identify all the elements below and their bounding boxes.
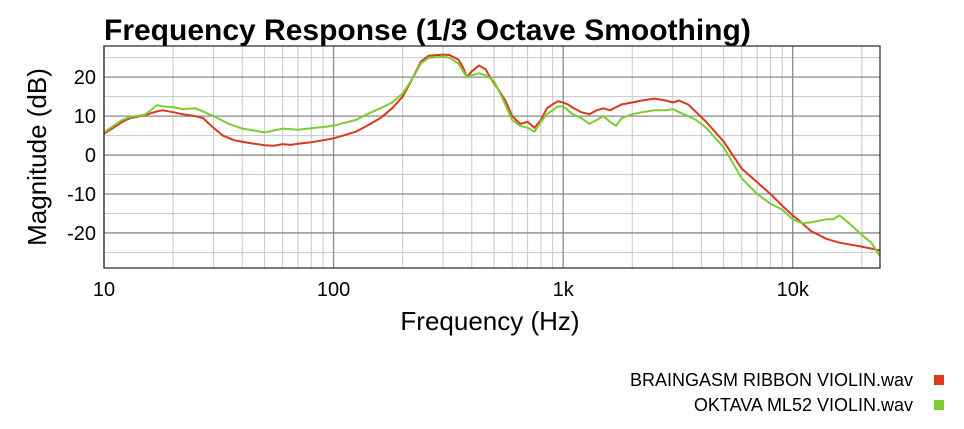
y-tick-label: -10: [67, 184, 96, 206]
series-layer: [103, 53, 881, 257]
y-tick-label: 20: [74, 67, 96, 89]
legend-swatch-2: [934, 400, 944, 410]
legend-swatch-1: [934, 375, 944, 385]
plot-frame: [103, 45, 881, 269]
series-line-2: [103, 55, 881, 257]
x-axis-label: Frequency (Hz): [400, 306, 579, 336]
x-tick-label: 10: [93, 279, 115, 301]
x-tick-label: 100: [317, 279, 350, 301]
y-tick-label: 10: [74, 106, 96, 128]
y-tick-label: 0: [85, 145, 96, 167]
x-tick-label: 10k: [777, 279, 810, 301]
chart-title: Frequency Response (1/3 Octave Smoothing…: [104, 14, 751, 47]
y-axis-label: Magnitude (dB): [22, 68, 52, 246]
legend-label-1: BRAINGASM RIBBON VIOLIN.wav: [630, 370, 913, 390]
legend-label-2: OKTAVA ML52 VIOLIN.wav: [694, 395, 913, 415]
y-tick-labels: 20 10 0 -10 -20: [67, 67, 96, 245]
x-tick-labels: 10 100 1k 10k: [93, 279, 810, 301]
y-tick-label: -20: [67, 223, 96, 245]
x-tick-label: 1k: [553, 279, 575, 301]
legend: BRAINGASM RIBBON VIOLIN.wav OKTAVA ML52 V…: [630, 370, 944, 415]
major-gridlines: [103, 46, 880, 268]
series-line-1: [103, 53, 881, 252]
